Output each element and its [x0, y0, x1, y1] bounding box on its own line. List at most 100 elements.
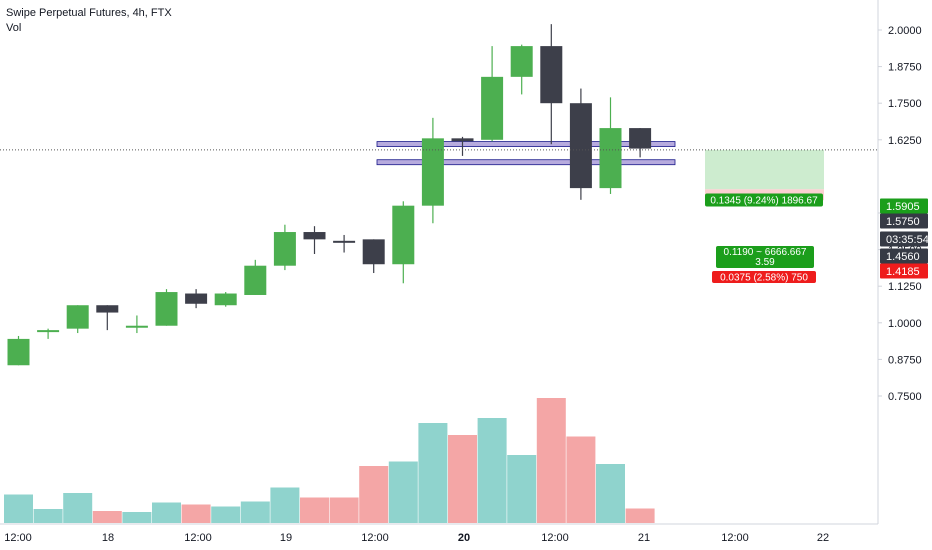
- x-tick-label: 12:00: [4, 532, 32, 544]
- candle: [185, 289, 208, 309]
- volume-bar: [625, 508, 655, 523]
- candle-body: [214, 293, 237, 306]
- volume-bar: [329, 497, 359, 523]
- candle: [333, 234, 356, 253]
- candle-body: [7, 338, 30, 366]
- price-axis-label-box: [880, 231, 928, 247]
- volume-bar: [211, 506, 241, 523]
- volume-bar: [240, 501, 270, 523]
- volume-bar: [4, 494, 33, 523]
- price-axis-label-text: 1.4560: [886, 251, 920, 263]
- candle-body: [421, 138, 444, 206]
- candle: [510, 44, 533, 95]
- volume-bar: [300, 497, 329, 523]
- target-label: 0.1345 (9.24%) 1896.67: [705, 193, 823, 207]
- stop-label-text: 0.0375 (2.58%) 750: [720, 273, 808, 284]
- x-tick-label: 12:00: [361, 532, 389, 544]
- candle: [421, 117, 444, 224]
- price-axis-label-box: [880, 263, 928, 279]
- price-axis-label: 1.5905: [880, 198, 928, 214]
- candle-body: [333, 240, 356, 243]
- candle: [540, 24, 563, 145]
- candle: [362, 239, 385, 274]
- x-tick-label: 12:00: [184, 532, 212, 544]
- price-axis-label-box: [880, 198, 928, 214]
- volume-bar: [152, 502, 181, 523]
- volume-bar: [92, 511, 122, 523]
- price-axis-label-box: [880, 248, 928, 264]
- price-axis-label-box: [880, 213, 928, 229]
- x-tick-label: 19: [280, 532, 292, 544]
- price-axis-label: 03:35:54: [880, 231, 929, 247]
- price-axis-label-text: 1.4185: [886, 266, 920, 278]
- candle: [303, 226, 326, 254]
- y-tick-label: 0.8750: [888, 354, 922, 366]
- price-axis-label: 1.4185: [880, 263, 928, 279]
- y-tick-label: 0.7500: [888, 391, 922, 403]
- candle: [155, 289, 178, 326]
- candle: [392, 201, 415, 284]
- x-tick-label: 22: [817, 532, 829, 544]
- candle-body: [37, 330, 60, 333]
- candle-body: [125, 325, 148, 328]
- candle-body: [244, 265, 267, 295]
- volume-bar: [270, 487, 300, 523]
- target-label-box: [705, 193, 823, 207]
- volume-bar: [388, 461, 418, 523]
- stop-label-box: [712, 271, 816, 283]
- volume-bar: [566, 436, 596, 523]
- candle-body: [392, 205, 415, 265]
- candle-body: [273, 232, 296, 266]
- volume-bar: [63, 493, 93, 523]
- entry-label-line-2: 3.59: [755, 257, 775, 268]
- chart-title: Swipe Perpetual Futures, 4h, FTX: [6, 7, 172, 19]
- price-axis-label-text: 1.5905: [886, 201, 920, 213]
- entry-label-box: [716, 246, 814, 268]
- candle-body: [481, 76, 504, 140]
- price-axis-label-text: 03:35:54: [886, 234, 929, 246]
- volume-indicator-label[interactable]: Vol: [6, 22, 22, 34]
- x-tick-label: 12:00: [541, 532, 569, 544]
- x-tick-label: 20: [458, 532, 470, 544]
- candle: [7, 335, 30, 366]
- volume-bar: [359, 466, 389, 523]
- candle: [599, 97, 622, 194]
- support-zone-2: [376, 159, 676, 166]
- volume-bar: [448, 435, 477, 523]
- candle: [37, 328, 60, 339]
- y-tick-label: 1.0000: [888, 318, 922, 330]
- candle: [66, 305, 89, 334]
- candle-body: [362, 239, 385, 265]
- y-tick-label: 1.8750: [888, 62, 922, 74]
- candle-body: [629, 128, 652, 149]
- x-tick-label: 18: [102, 532, 114, 544]
- x-tick-label: 12:00: [721, 532, 749, 544]
- y-tick-label: 1.7500: [888, 98, 922, 110]
- y-tick-label: 1.6250: [888, 135, 922, 147]
- volume-bar: [181, 504, 211, 523]
- x-tick-label: 21: [638, 532, 650, 544]
- price-axis-label: 1.4560: [880, 248, 928, 264]
- y-tick-label: 2.0000: [888, 25, 922, 37]
- candle-body: [66, 305, 89, 329]
- candle-body: [185, 293, 208, 304]
- candle-body: [96, 305, 119, 313]
- volume-bar: [418, 423, 448, 523]
- volume-bar: [596, 464, 625, 523]
- candle-body: [569, 103, 592, 189]
- volume-bar: [477, 418, 507, 523]
- candle-body: [599, 128, 622, 189]
- volume-bar: [122, 512, 152, 523]
- candle-body: [540, 46, 563, 104]
- candle: [451, 136, 474, 156]
- volume-bar: [536, 398, 566, 523]
- target-label-text: 0.1345 (9.24%) 1896.67: [710, 196, 818, 207]
- candle: [96, 305, 119, 331]
- candle: [214, 292, 237, 307]
- entry-label-line-1: 0.1190 ~ 6666.667: [724, 247, 807, 258]
- candle-body: [155, 292, 178, 326]
- candle-body: [510, 46, 533, 77]
- candle: [569, 88, 592, 200]
